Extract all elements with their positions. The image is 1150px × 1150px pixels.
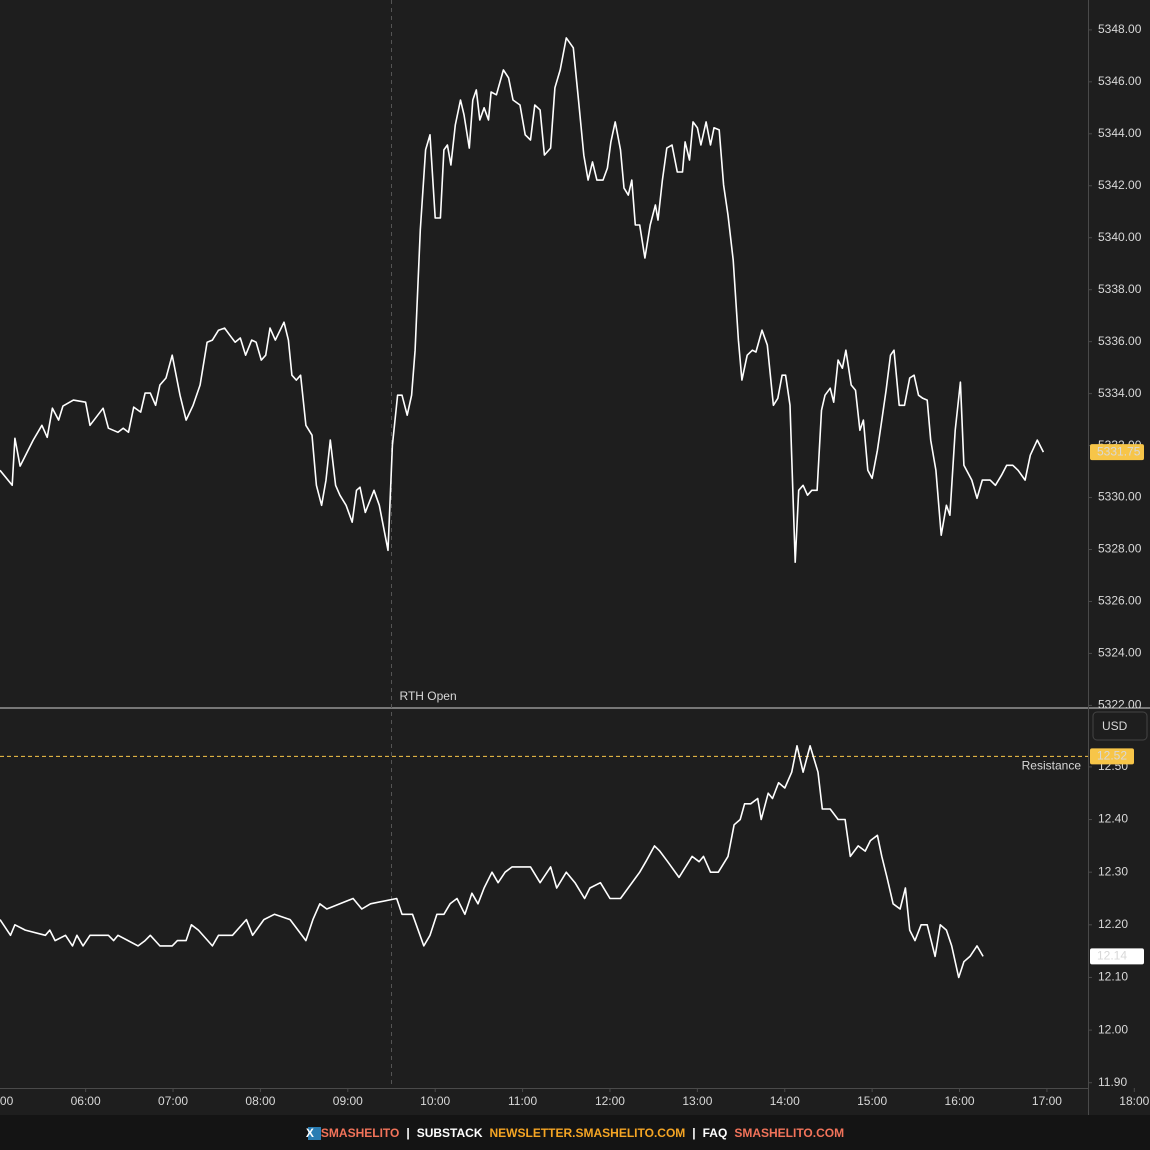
resistance-label-box [1090,748,1134,765]
x-icon [308,1127,321,1140]
x-tick-label: 07:00 [158,1094,188,1108]
y-tick-label: 12.20 [1098,917,1128,931]
y-tick-label: 5326.00 [1098,594,1142,608]
currency-button[interactable] [1092,711,1148,741]
footer-part: SMASHELITO.COM [734,1126,844,1140]
x-tick-label: 15:00 [857,1094,887,1108]
x-tick-label: 10:00 [420,1094,450,1108]
y-tick-label: 5322.00 [1098,698,1142,712]
y-tick-label: 5324.00 [1098,646,1142,660]
x-tick-label: 14:00 [770,1094,800,1108]
y-tick-label: 5338.00 [1098,282,1142,296]
price-line [0,745,984,979]
y-tick-label: 11.90 [1098,1075,1127,1089]
footer-bar [0,1115,1150,1150]
footer-text: X SMASHELITO | SUBSTACK NEWSLETTER.SMASHELIT… [306,1126,844,1140]
x-tick-label: 11:00 [508,1094,537,1108]
last-price-box [1090,444,1144,461]
y-tick-label: 5344.00 [1098,126,1142,140]
x-tick-label: 12:00 [595,1094,625,1108]
y-tick-label: 5342.00 [1098,178,1142,192]
currency-label[interactable]: USD [1102,719,1128,733]
y-tick-label: 12.10 [1098,970,1128,984]
footer-part: | [406,1126,409,1140]
footer-part: FAQ [703,1126,728,1140]
x-tick-label: 17:00 [1032,1094,1062,1108]
footer-part: X [306,1126,314,1140]
footer-part: SUBSTACK [417,1126,483,1140]
y-tick-label: 5348.00 [1098,22,1142,36]
y-tick-label: 5340.00 [1098,230,1142,244]
y-tick-label: 12.00 [1098,1022,1128,1036]
footer-part: NEWSLETTER.SMASHELITO.COM [490,1126,686,1140]
annotation-label: RTH Open [400,689,457,703]
x-tick-label: 09:00 [333,1094,363,1108]
x-tick-label: 13:00 [682,1094,712,1108]
y-tick-label: 5336.00 [1098,334,1142,348]
x-tick-label: 08:00 [245,1094,275,1108]
price-line [0,37,1045,563]
resistance-label: Resistance [1022,759,1082,773]
y-tick-label: 12.40 [1098,812,1128,826]
x-tick-label: 05:00 [0,1094,14,1108]
x-tick-label: 06:00 [71,1094,101,1108]
x-tick-label: 16:00 [945,1094,975,1108]
last-price-box [1090,948,1144,965]
x-tick-label: 18:00 [1119,1094,1149,1108]
y-tick-label: 12.30 [1098,864,1128,878]
y-tick-label: 5330.00 [1098,490,1142,504]
last-price-label: 12.14 [1097,949,1127,963]
y-tick-label: 5334.00 [1098,386,1142,400]
footer-part: | [692,1126,695,1140]
footer-part: SMASHELITO [321,1126,399,1140]
y-tick-label: 5328.00 [1098,542,1142,556]
resistance-value-label: 12.52 [1097,749,1127,763]
y-tick-label: 5346.00 [1098,74,1142,88]
last-price-label: 5331.75 [1097,444,1141,458]
